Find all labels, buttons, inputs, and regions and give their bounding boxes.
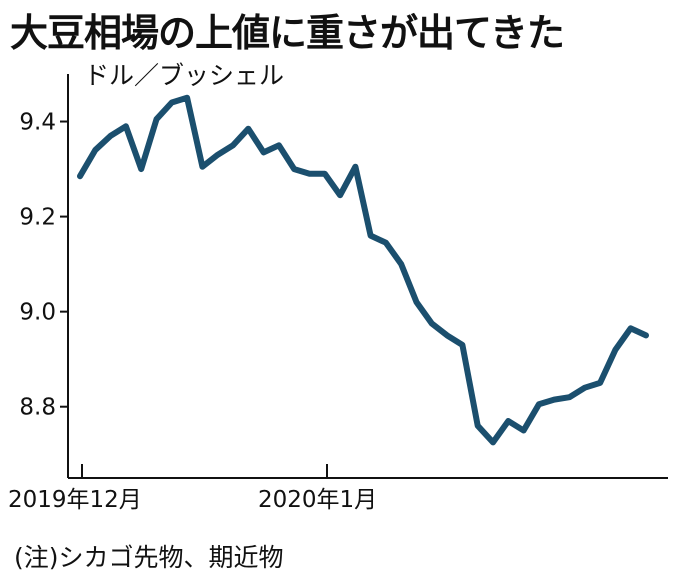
y-axis-unit-label: ドル／ブッシェル xyxy=(84,61,285,90)
y-ticks: 8.8 9.0 9.2 9.4 xyxy=(19,110,68,421)
y-tick-label: 9.4 xyxy=(19,110,56,136)
series-line xyxy=(77,94,649,446)
x-tick-label: 2019年12月 xyxy=(8,487,142,513)
y-tick-label: 9.0 xyxy=(19,300,56,326)
chart-note: (注)シカゴ先物、期近物 xyxy=(14,543,284,572)
x-tick-label: 2020年1月 xyxy=(258,487,377,513)
y-tick-label: 8.8 xyxy=(19,395,56,421)
y-tick-label: 9.2 xyxy=(19,205,56,231)
chart-title: 大豆相場の上値に重さが出てきた xyxy=(10,11,565,55)
axes: 2019年12月 2020年1月 xyxy=(8,74,668,513)
